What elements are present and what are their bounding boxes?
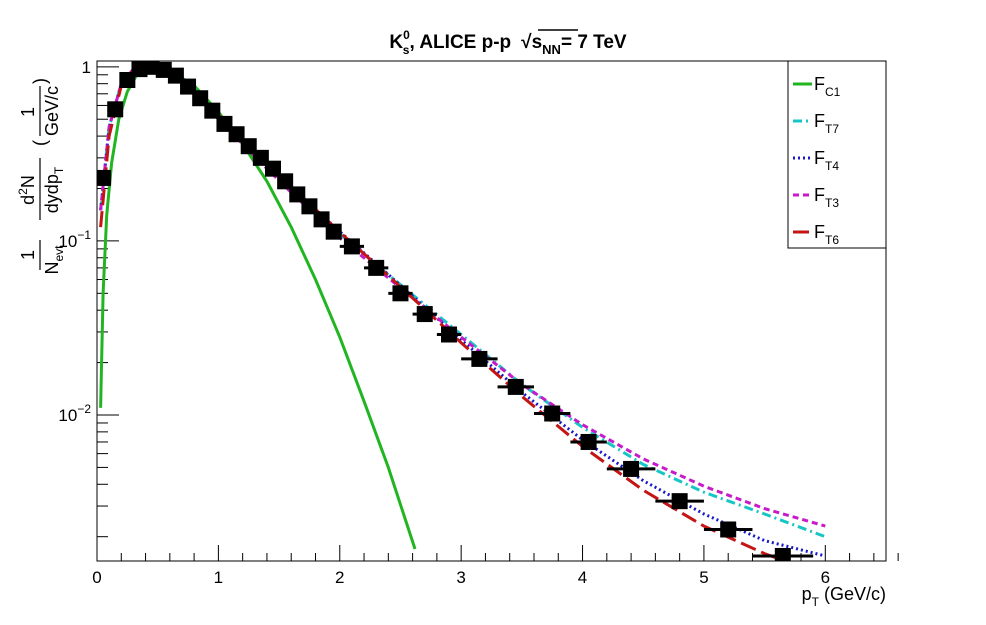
y-tick-label: 10−2 [58,402,91,425]
x-tick-label: 6 [821,568,830,587]
data-point [277,173,294,190]
axes: 0 1 2 3 4 5 6 1 10−1 10−2 [58,58,899,587]
data-point [580,433,597,450]
ylabel-frac2-num-sup: 2 [16,188,30,195]
data-point [471,350,488,367]
y-tick-label: 10−1 [58,228,91,251]
data-point [507,378,524,395]
x-axis-label: pT (GeV/c) [802,584,886,609]
data-point [107,101,124,118]
data-point [143,61,160,75]
ylabel-frac1-den: N [42,262,62,275]
title-k-sup: 0 [403,28,410,42]
y-axis-label: 1 Nevt d2N dydpT ( 1 GeV/c ) [16,78,66,275]
data-point [441,326,458,343]
data-point [180,78,197,95]
data-point [720,521,737,538]
ylabel-frac1-num: 1 [18,250,38,260]
legend-label-t7: FT7 [814,111,839,136]
ylabel-paren-open: ( [30,140,50,146]
x-tick-label: 5 [699,568,708,587]
y-tick-label: 1 [82,58,91,77]
legend-label-t6: FT6 [814,222,839,247]
x-tick-label: 3 [456,568,465,587]
xlabel-sub: T [812,595,820,609]
data-point [343,238,360,255]
ylabel-frac2-den-sub: T [52,166,66,174]
data-point [416,306,433,323]
x-tick-label: 0 [92,568,101,587]
data-point [131,61,148,78]
data-point [204,102,221,119]
curve-t7 [99,63,826,539]
ylabel-frac2-num-rest: N [18,175,38,188]
data-point [623,460,640,477]
data-point [216,115,233,132]
xlabel-unit: (GeV/c) [819,584,886,604]
x-tick-label: 4 [578,568,587,587]
data-point [228,126,245,143]
svg-text:Nevt: Nevt [42,245,66,275]
data-point [192,90,209,107]
title-k: K [389,32,403,53]
ylabel-frac3-num: 1 [18,107,38,117]
x-tick-label: 1 [214,568,223,587]
data-point [774,547,791,561]
data-point [368,259,385,276]
svg-text:dydpT: dydpT [42,166,66,213]
data-point [119,72,136,89]
svg-text:d2N: d2N [16,175,38,205]
legend-items: FC1 FT7 FT4 FT3 FT6 [793,74,841,247]
legend-label-c1: FC1 [814,74,841,99]
data-point [392,285,409,302]
ylabel-frac2-den: dydp [42,174,62,213]
title-energy-rest: = 7 TeV [561,32,627,53]
ylabel-frac2-num: d [18,195,38,205]
data-point [167,67,184,84]
curve-t6 [99,63,790,561]
ylabel-frac1-den-sub: evt [52,245,66,262]
title-energy-sub: NN [542,42,561,57]
data-point [265,160,282,177]
model-curves [99,63,826,561]
curve-t3 [99,63,826,528]
curve-t4 [99,63,826,558]
title-energy-var: s [532,32,543,53]
title-rest: , ALICE p-p [409,32,511,53]
data-point [252,149,269,166]
data-point [325,223,342,240]
xlabel-base: p [802,584,812,604]
legend: FC1 FT7 FT4 FT3 FT6 [787,60,887,249]
legend-label-t3: FT3 [814,185,839,210]
data-point [155,61,172,78]
x-tick-label: 2 [335,568,344,587]
legend-box [787,60,887,249]
data-point [97,169,112,186]
data-point [671,493,688,510]
ylabel-frac3-den: GeV/c [42,86,62,136]
title-k-sub: s [403,43,410,57]
curve-c1 [99,65,417,550]
data-point [544,405,561,422]
data-point [313,211,330,228]
data-point [289,186,306,203]
legend-label-t4: FT4 [814,148,839,173]
chart-title: K0 s, ALICE p-p √sNN= 7 TeV [389,28,627,57]
data-point [240,138,257,155]
ylabel-paren-close: ) [30,78,50,84]
data-point [301,198,318,215]
plot-frame [96,60,887,562]
data-points [97,61,814,561]
